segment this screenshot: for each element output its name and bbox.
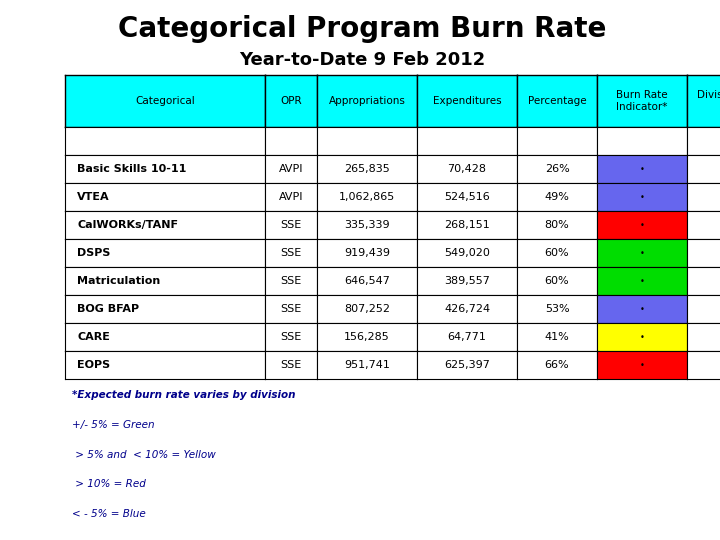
- Text: 265,835: 265,835: [344, 164, 390, 174]
- Text: 951,741: 951,741: [344, 360, 390, 370]
- Text: Categorical Program Burn Rate: Categorical Program Burn Rate: [118, 15, 607, 43]
- Text: 41%: 41%: [544, 332, 570, 342]
- Text: Percentage: Percentage: [528, 96, 586, 106]
- Text: Year-to-Date 9 Feb 2012: Year-to-Date 9 Feb 2012: [239, 51, 485, 69]
- Text: •: •: [639, 305, 644, 314]
- Text: Division Burn
Rate: Division Burn Rate: [697, 90, 720, 112]
- Text: •: •: [639, 333, 644, 341]
- Text: SSE: SSE: [280, 276, 302, 286]
- Text: 426,724: 426,724: [444, 304, 490, 314]
- Text: *Expected burn rate varies by division: *Expected burn rate varies by division: [72, 390, 296, 401]
- Text: 625,397: 625,397: [444, 360, 490, 370]
- Text: 919,439: 919,439: [344, 248, 390, 258]
- Text: 80%: 80%: [544, 220, 570, 230]
- Text: SSE: SSE: [280, 332, 302, 342]
- Text: EOPS: EOPS: [77, 360, 110, 370]
- Text: 524,516: 524,516: [444, 192, 490, 202]
- Text: Matriculation: Matriculation: [77, 276, 161, 286]
- Text: SSE: SSE: [280, 304, 302, 314]
- Text: AVPI: AVPI: [279, 164, 303, 174]
- Text: OPR: OPR: [280, 96, 302, 106]
- Text: SSE: SSE: [280, 248, 302, 258]
- Text: 60%: 60%: [545, 276, 570, 286]
- Text: Categorical: Categorical: [135, 96, 195, 106]
- Text: 64,771: 64,771: [448, 332, 487, 342]
- Text: 26%: 26%: [544, 164, 570, 174]
- Text: Burn Rate
Indicator*: Burn Rate Indicator*: [616, 90, 668, 112]
- Text: BOG BFAP: BOG BFAP: [77, 304, 139, 314]
- Text: 156,285: 156,285: [344, 332, 390, 342]
- Text: •: •: [639, 276, 644, 286]
- Text: > 5% and  < 10% = Yellow: > 5% and < 10% = Yellow: [72, 450, 216, 460]
- Text: Basic Skills 10-11: Basic Skills 10-11: [77, 164, 186, 174]
- Text: •: •: [639, 220, 644, 230]
- Text: VTEA: VTEA: [77, 192, 109, 202]
- Text: SSE: SSE: [280, 360, 302, 370]
- Text: 549,020: 549,020: [444, 248, 490, 258]
- Text: •: •: [639, 165, 644, 173]
- Text: > 10% = Red: > 10% = Red: [72, 480, 146, 489]
- Text: 335,339: 335,339: [344, 220, 390, 230]
- Text: +/- 5% = Green: +/- 5% = Green: [72, 420, 155, 430]
- Text: < - 5% = Blue: < - 5% = Blue: [72, 509, 146, 519]
- Text: SSE: SSE: [280, 220, 302, 230]
- Text: CalWORKs/TANF: CalWORKs/TANF: [77, 220, 178, 230]
- Text: 807,252: 807,252: [344, 304, 390, 314]
- Text: CARE: CARE: [77, 332, 110, 342]
- Text: •: •: [639, 192, 644, 201]
- Text: DSPS: DSPS: [77, 248, 110, 258]
- Text: •: •: [639, 361, 644, 369]
- Text: Appropriations: Appropriations: [328, 96, 405, 106]
- Text: 53%: 53%: [545, 304, 570, 314]
- Text: 646,547: 646,547: [344, 276, 390, 286]
- Text: 268,151: 268,151: [444, 220, 490, 230]
- Text: 66%: 66%: [545, 360, 570, 370]
- Text: AVPI: AVPI: [279, 192, 303, 202]
- Text: •: •: [639, 248, 644, 258]
- Text: Expenditures: Expenditures: [433, 96, 501, 106]
- Text: 70,428: 70,428: [448, 164, 487, 174]
- Text: 389,557: 389,557: [444, 276, 490, 286]
- Text: 1,062,865: 1,062,865: [339, 192, 395, 202]
- Text: 60%: 60%: [545, 248, 570, 258]
- Text: 49%: 49%: [544, 192, 570, 202]
